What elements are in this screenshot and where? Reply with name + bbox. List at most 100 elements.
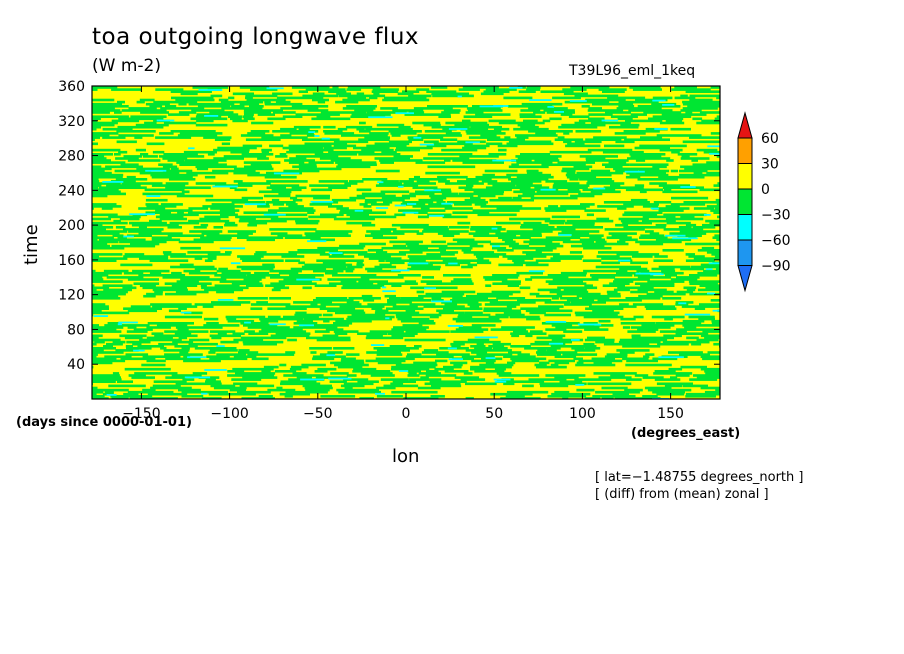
field-cell [634, 146, 670, 150]
chart-units: (W m-2) [92, 56, 161, 76]
field-cell [459, 155, 499, 158]
field-cell [92, 380, 116, 384]
field-cell [139, 171, 180, 175]
field-cell [652, 165, 667, 169]
field-cell [92, 349, 104, 352]
field-cell [92, 238, 98, 242]
field-cell [574, 121, 586, 125]
field-cell [92, 148, 121, 152]
field-cell [174, 345, 198, 348]
field-cell [314, 284, 337, 288]
field-cell [374, 142, 410, 146]
field-cell [159, 213, 199, 217]
field-cell [480, 134, 497, 137]
field-cell [563, 132, 570, 135]
field-cell [92, 244, 110, 248]
field-cell [392, 109, 424, 112]
field-cell [685, 395, 716, 398]
field-cell [263, 194, 291, 198]
field-cell [635, 98, 668, 102]
field-cell [344, 386, 353, 390]
field-cell [489, 301, 536, 304]
field-cell [530, 342, 566, 346]
field-cell [425, 374, 457, 377]
field-cell [265, 284, 285, 288]
field-cell [432, 94, 474, 98]
field-cell [290, 196, 298, 200]
field-cell [512, 196, 522, 200]
field-cell [550, 257, 582, 260]
field-cell [181, 390, 228, 394]
field-cell [461, 265, 473, 269]
field-cell [235, 215, 279, 219]
field-cell [516, 271, 543, 275]
field-cell [465, 382, 497, 386]
field-cell [637, 276, 672, 279]
field-cell [545, 236, 581, 240]
field-cell [589, 305, 637, 308]
field-cell [463, 115, 493, 119]
field-cell [211, 203, 235, 206]
field-cell [314, 153, 357, 156]
field-cell [206, 355, 230, 359]
field-cell [174, 332, 192, 336]
colorbar-label: −60 [761, 233, 791, 249]
field-cell [588, 113, 613, 116]
field-cell [247, 353, 295, 356]
field-cell [509, 86, 523, 89]
field-cell [483, 90, 510, 94]
field-cell [92, 288, 97, 292]
field-cell [335, 311, 366, 315]
field-cell [347, 265, 363, 269]
field-cell [714, 117, 720, 121]
field-cell [525, 334, 533, 338]
field-cell [536, 294, 563, 298]
field-cell [92, 184, 102, 187]
field-cell [101, 207, 113, 210]
field-cell [562, 240, 594, 244]
field-cell [244, 165, 273, 169]
field-cell [324, 146, 347, 150]
field-cell [560, 297, 580, 300]
field-cell [376, 386, 396, 390]
field-cell [94, 340, 105, 344]
field-cell [325, 271, 338, 275]
field-cell [680, 157, 710, 160]
field-cell [603, 342, 650, 346]
field-cell [536, 365, 567, 369]
field-cell [117, 323, 122, 326]
field-cell [385, 317, 390, 320]
field-cell [479, 105, 503, 108]
field-cell [92, 205, 122, 208]
field-cell [308, 161, 334, 164]
field-cell [471, 324, 496, 327]
field-cell [93, 315, 108, 317]
field-cell [510, 345, 531, 348]
field-cell [491, 290, 521, 294]
field-cell [418, 372, 441, 375]
field-cell [102, 127, 133, 131]
field-cell [279, 392, 310, 396]
field-cell [359, 397, 374, 399]
field-cell [719, 259, 720, 263]
field-cell [540, 90, 574, 94]
field-cell [320, 111, 366, 114]
field-cell [195, 165, 237, 169]
field-cell [430, 86, 448, 89]
field-cell [441, 290, 476, 294]
field-cell [356, 263, 365, 267]
field-cell [293, 301, 332, 304]
field-cell [466, 132, 506, 135]
field-cell [206, 234, 249, 238]
field-cell [524, 347, 561, 350]
field-cell [286, 203, 298, 206]
field-cell [407, 267, 441, 271]
field-cell [652, 115, 692, 119]
field-cell [461, 249, 472, 252]
field-cell [454, 376, 479, 379]
field-cell [162, 169, 193, 173]
field-cell [389, 240, 423, 244]
field-cell [526, 317, 541, 321]
field-cell [220, 100, 264, 104]
field-cell [630, 261, 648, 265]
